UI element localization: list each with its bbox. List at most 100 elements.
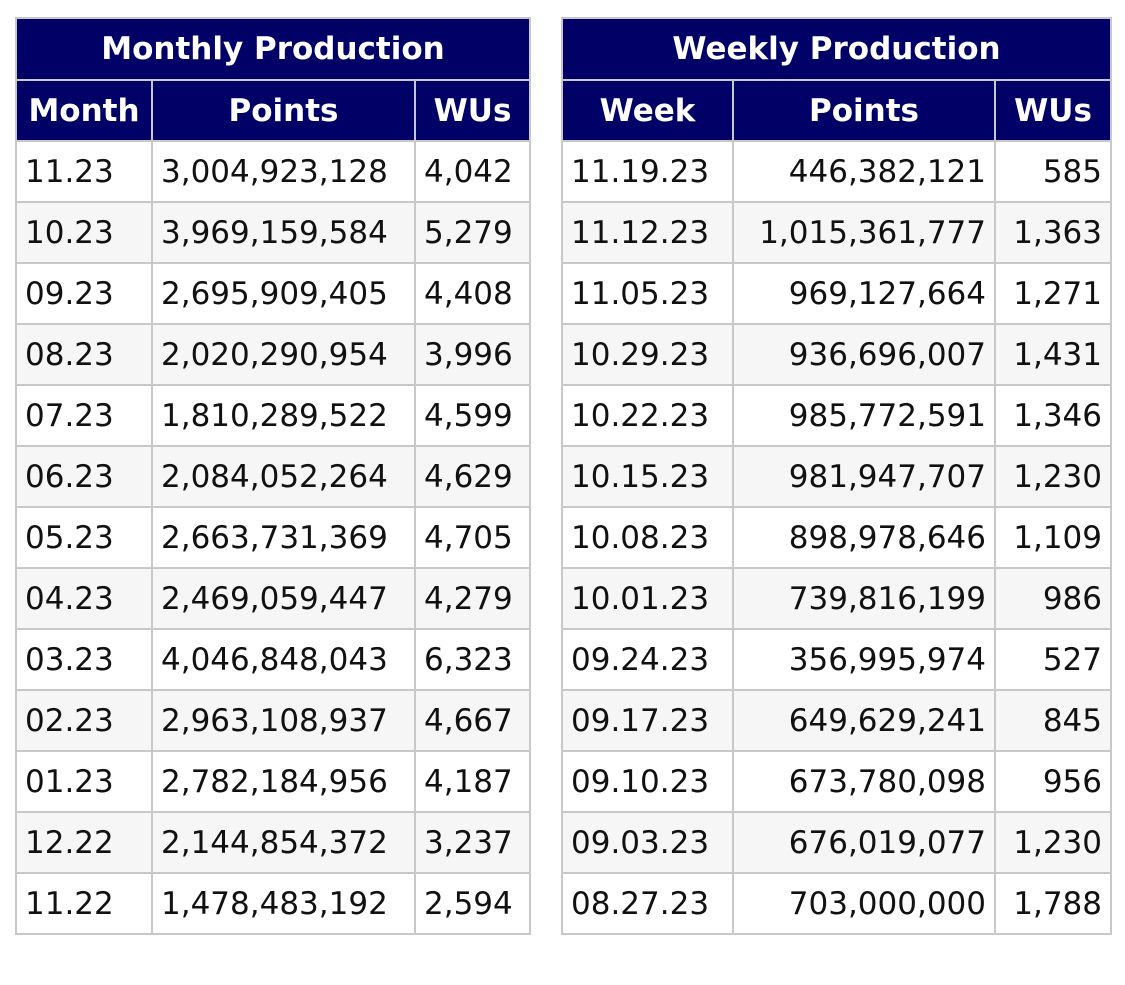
- cell-points: 446,382,121: [732, 140, 996, 203]
- cell-wus: 4,279: [414, 567, 531, 630]
- cell-points: 2,144,854,372: [151, 811, 416, 874]
- cell-month: 11.23: [15, 140, 153, 203]
- cell-wus: 1,109: [994, 506, 1112, 569]
- cell-week: 09.10.23: [561, 750, 734, 813]
- cell-month: 03.23: [15, 628, 153, 691]
- table-row: 10.22.23 985,772,591 1,346: [561, 384, 1112, 447]
- cell-week: 11.12.23: [561, 201, 734, 264]
- cell-wus: 1,363: [994, 201, 1112, 264]
- cell-points: 985,772,591: [732, 384, 996, 447]
- cell-month: 01.23: [15, 750, 153, 813]
- cell-wus: 585: [994, 140, 1112, 203]
- table-row: 07.23 1,810,289,522 4,599: [15, 384, 531, 447]
- cell-wus: 4,042: [414, 140, 531, 203]
- cell-points: 3,969,159,584: [151, 201, 416, 264]
- cell-points: 356,995,974: [732, 628, 996, 691]
- cell-week: 10.15.23: [561, 445, 734, 508]
- cell-wus: 1,271: [994, 262, 1112, 325]
- cell-wus: 2,594: [414, 872, 531, 935]
- cell-points: 4,046,848,043: [151, 628, 416, 691]
- cell-wus: 4,667: [414, 689, 531, 752]
- cell-wus: 986: [994, 567, 1112, 630]
- table-row: 11.22 1,478,483,192 2,594: [15, 872, 531, 935]
- column-header-wus: WUs: [994, 79, 1112, 142]
- cell-points: 2,695,909,405: [151, 262, 416, 325]
- table-row: 10.23 3,969,159,584 5,279: [15, 201, 531, 264]
- cell-wus: 4,705: [414, 506, 531, 569]
- cell-wus: 4,187: [414, 750, 531, 813]
- cell-week: 11.05.23: [561, 262, 734, 325]
- cell-month: 12.22: [15, 811, 153, 874]
- cell-month: 05.23: [15, 506, 153, 569]
- table-row: 09.10.23 673,780,098 956: [561, 750, 1112, 813]
- cell-wus: 1,230: [994, 811, 1112, 874]
- table-title: Monthly Production: [15, 17, 531, 81]
- monthly-production-table: Monthly Production Month Points WUs 11.2…: [15, 17, 531, 935]
- cell-wus: 4,629: [414, 445, 531, 508]
- column-header-month: Month: [15, 79, 153, 142]
- table-row: 02.23 2,963,108,937 4,667: [15, 689, 531, 752]
- table-row: 11.05.23 969,127,664 1,271: [561, 262, 1112, 325]
- cell-month: 06.23: [15, 445, 153, 508]
- cell-points: 2,782,184,956: [151, 750, 416, 813]
- cell-week: 11.19.23: [561, 140, 734, 203]
- cell-wus: 527: [994, 628, 1112, 691]
- table-row: 09.23 2,695,909,405 4,408: [15, 262, 531, 325]
- cell-week: 10.29.23: [561, 323, 734, 386]
- cell-wus: 5,279: [414, 201, 531, 264]
- table-row: 11.12.23 1,015,361,777 1,363: [561, 201, 1112, 264]
- cell-week: 09.03.23: [561, 811, 734, 874]
- cell-points: 2,084,052,264: [151, 445, 416, 508]
- cell-wus: 1,788: [994, 872, 1112, 935]
- cell-points: 1,810,289,522: [151, 384, 416, 447]
- table-row: 10.15.23 981,947,707 1,230: [561, 445, 1112, 508]
- table-row: 04.23 2,469,059,447 4,279: [15, 567, 531, 630]
- weekly-production-table: Weekly Production Week Points WUs 11.19.…: [561, 17, 1112, 935]
- cell-wus: 1,346: [994, 384, 1112, 447]
- table-row: 10.01.23 739,816,199 986: [561, 567, 1112, 630]
- cell-wus: 3,237: [414, 811, 531, 874]
- table-row: 10.29.23 936,696,007 1,431: [561, 323, 1112, 386]
- cell-points: 2,963,108,937: [151, 689, 416, 752]
- cell-week: 08.27.23: [561, 872, 734, 935]
- cell-month: 04.23: [15, 567, 153, 630]
- cell-points: 898,978,646: [732, 506, 996, 569]
- column-header-wus: WUs: [414, 79, 531, 142]
- cell-week: 10.22.23: [561, 384, 734, 447]
- cell-month: 02.23: [15, 689, 153, 752]
- table-title: Weekly Production: [561, 17, 1112, 81]
- cell-month: 11.22: [15, 872, 153, 935]
- cell-wus: 845: [994, 689, 1112, 752]
- table-row: 10.08.23 898,978,646 1,109: [561, 506, 1112, 569]
- table-body: 11.23 3,004,923,128 4,042 10.23 3,969,159,58…: [15, 140, 531, 935]
- cell-points: 703,000,000: [732, 872, 996, 935]
- cell-points: 673,780,098: [732, 750, 996, 813]
- cell-wus: 6,323: [414, 628, 531, 691]
- table-row: 08.27.23 703,000,000 1,788: [561, 872, 1112, 935]
- cell-wus: 3,996: [414, 323, 531, 386]
- table-row: 05.23 2,663,731,369 4,705: [15, 506, 531, 569]
- cell-wus: 4,408: [414, 262, 531, 325]
- table-row: 01.23 2,782,184,956 4,187: [15, 750, 531, 813]
- cell-points: 2,469,059,447: [151, 567, 416, 630]
- cell-week: 09.17.23: [561, 689, 734, 752]
- cell-month: 10.23: [15, 201, 153, 264]
- column-header-week: Week: [561, 79, 734, 142]
- table-row: 09.03.23 676,019,077 1,230: [561, 811, 1112, 874]
- table-row: 08.23 2,020,290,954 3,996: [15, 323, 531, 386]
- cell-month: 07.23: [15, 384, 153, 447]
- table-row: 11.23 3,004,923,128 4,042: [15, 140, 531, 203]
- column-header-points: Points: [732, 79, 996, 142]
- cell-points: 649,629,241: [732, 689, 996, 752]
- cell-wus: 956: [994, 750, 1112, 813]
- cell-month: 08.23: [15, 323, 153, 386]
- cell-points: 936,696,007: [732, 323, 996, 386]
- cell-points: 2,020,290,954: [151, 323, 416, 386]
- cell-wus: 4,599: [414, 384, 531, 447]
- cell-points: 2,663,731,369: [151, 506, 416, 569]
- cell-points: 1,015,361,777: [732, 201, 996, 264]
- cell-points: 739,816,199: [732, 567, 996, 630]
- cell-wus: 1,431: [994, 323, 1112, 386]
- cell-points: 676,019,077: [732, 811, 996, 874]
- table-body: 11.19.23 446,382,121 585 11.12.23 1,015,361,…: [561, 140, 1112, 935]
